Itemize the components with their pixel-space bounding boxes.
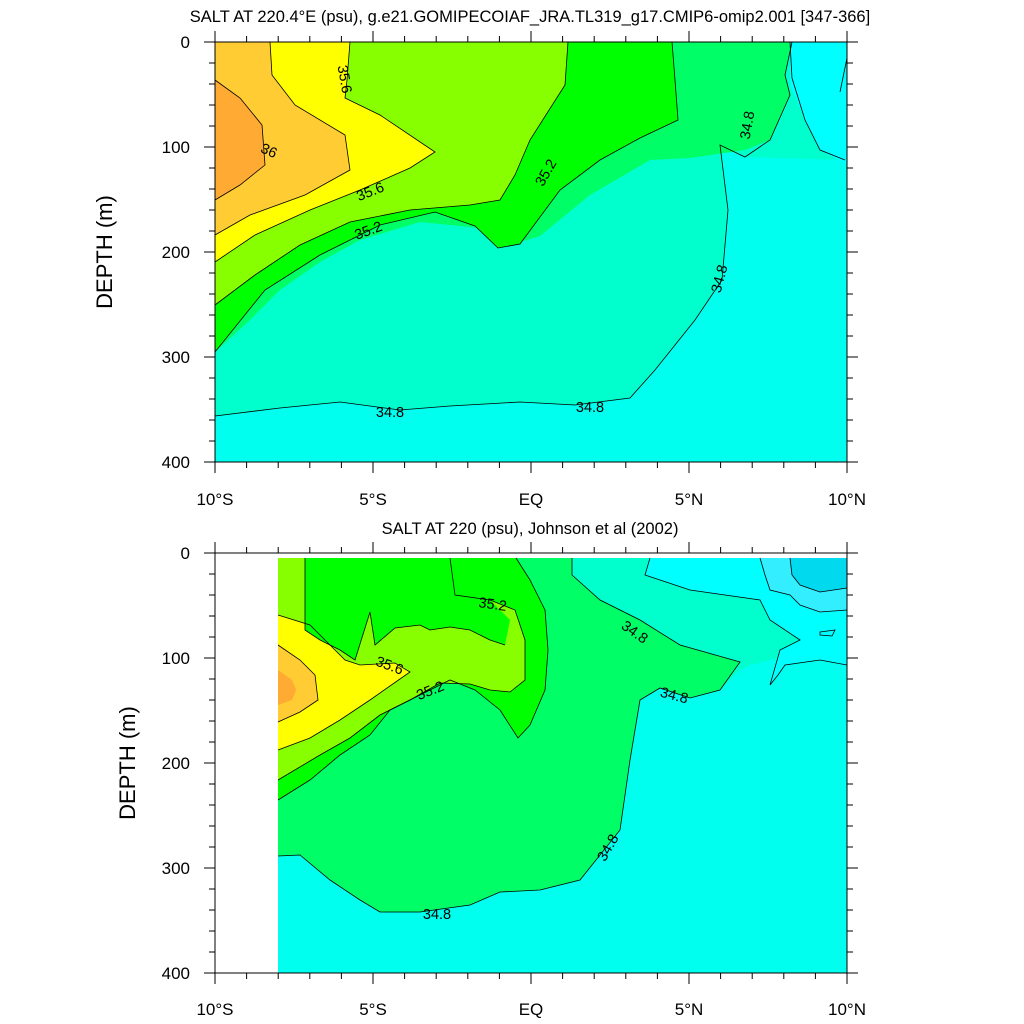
contour-line	[304, 558, 506, 661]
y-tick-label: 0	[181, 33, 190, 52]
contour-line	[214, 41, 351, 236]
band-34.4-34.6	[790, 42, 847, 165]
y-tick-label: 300	[162, 348, 190, 367]
contour-line	[759, 557, 848, 613]
contour-line	[277, 614, 411, 751]
band-34.0-34.2	[790, 558, 847, 592]
y-axis: 0 100 200 300 400 DEPTH (m)	[115, 544, 190, 983]
x-axis: 10°S 5°S EQ 5°N 10°N	[196, 490, 866, 509]
y-tick-label: 100	[162, 138, 190, 157]
contour-line	[214, 41, 436, 263]
contour-label: 36	[258, 141, 279, 162]
contour-line	[644, 557, 848, 686]
contour-lines	[214, 41, 848, 417]
contour-line	[789, 41, 846, 161]
y-tick-label: 100	[162, 649, 190, 668]
panel-title: SALT AT 220 (psu), Johnson et al (2002)	[382, 520, 679, 538]
contour-line	[819, 629, 836, 637]
band-35.6-35.8	[278, 615, 410, 750]
band-35.2-35.4-inner	[305, 558, 510, 660]
contour-line	[277, 644, 319, 723]
y-axis: 0 100 200 300 400 DEPTH (m)	[92, 33, 190, 472]
y-axis-label: DEPTH (m)	[115, 706, 140, 820]
contour-label: 34.8	[376, 405, 404, 421]
x-tick-label: EQ	[519, 1000, 544, 1019]
band-35.8-36.0-core	[278, 670, 296, 705]
y-tick-label: 300	[162, 859, 190, 878]
x-tick-label: 5°N	[675, 1000, 704, 1019]
band-35.8-36.0	[278, 645, 318, 722]
contour-labels: 35.2 35.6 35.2 34.8 34.8 34.8 34.8	[373, 595, 689, 923]
y-axis-label: DEPTH (m)	[92, 195, 117, 309]
contour-label: 34.8	[423, 907, 451, 923]
contour-fill	[278, 558, 847, 973]
y-tick-label: 400	[162, 453, 190, 472]
axis-ticks	[204, 542, 858, 984]
band-35.8-36.0	[215, 42, 350, 235]
contour-line	[277, 557, 549, 801]
contour-line	[214, 41, 679, 353]
contour-line	[277, 557, 526, 781]
x-tick-label: 10°N	[828, 1000, 866, 1019]
contour-line	[214, 79, 266, 201]
contour-label: 35.6	[334, 64, 355, 95]
y-tick-label: 0	[181, 544, 190, 563]
contour-label: 35.2	[477, 595, 507, 615]
axis-ticks	[204, 31, 858, 473]
x-tick-label: 10°N	[828, 490, 866, 509]
x-tick-label: EQ	[519, 490, 544, 509]
contour-line	[214, 41, 793, 417]
y-tick-label: 400	[162, 964, 190, 983]
y-tick-label: 200	[162, 243, 190, 262]
x-tick-label: 5°S	[359, 1000, 387, 1019]
contour-line	[214, 41, 569, 306]
contour-label: 34.8	[658, 685, 689, 708]
contour-label: 34.8	[576, 400, 604, 416]
panel-model: SALT AT 220.4°E (psu), g.e21.GOMIPECOIAF…	[92, 8, 870, 509]
x-tick-label: 5°S	[359, 490, 387, 509]
panel-observations: SALT AT 220 (psu), Johnson et al (2002)	[115, 520, 866, 1019]
contour-fill	[215, 42, 847, 462]
x-tick-label: 10°S	[196, 1000, 233, 1019]
y-tick-label: 200	[162, 754, 190, 773]
contour-line	[277, 558, 741, 913]
contour-line	[789, 557, 848, 593]
x-axis: 10°S 5°S EQ 5°N 10°N	[196, 1000, 866, 1019]
contour-label: 34.8	[709, 263, 732, 294]
band-36.0-36.2	[215, 80, 265, 200]
contour-label: 34.8	[738, 110, 759, 141]
contour-lines	[277, 557, 848, 913]
panel-title: SALT AT 220.4°E (psu), g.e21.GOMIPECOIAF…	[190, 8, 870, 26]
x-tick-label: 5°N	[675, 490, 704, 509]
contour-line	[839, 57, 848, 93]
x-tick-label: 10°S	[196, 490, 233, 509]
